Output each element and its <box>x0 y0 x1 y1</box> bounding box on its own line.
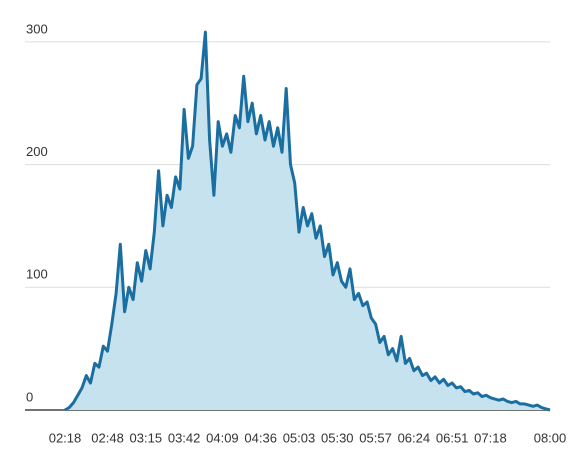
x-tick-label: 02:48 <box>91 430 124 445</box>
x-tick-label: 06:24 <box>398 430 431 445</box>
x-tick-label: 05:57 <box>359 430 392 445</box>
y-tick-label: 300 <box>26 21 48 36</box>
x-tick-label: 07:18 <box>474 430 507 445</box>
x-tick-label: 05:30 <box>321 430 354 445</box>
y-tick-label: 100 <box>26 267 48 282</box>
x-tick-label: 04:36 <box>244 430 277 445</box>
x-tick-label: 08:00 <box>534 430 567 445</box>
x-tick-label: 04:09 <box>206 430 239 445</box>
x-tick-label: 06:51 <box>436 430 469 445</box>
line <box>64 30 551 412</box>
x-tick-label: 03:15 <box>130 430 163 445</box>
y-tick-label: 200 <box>26 144 48 159</box>
y-tick-label: 0 <box>26 389 33 404</box>
x-tick-label: 03:42 <box>168 430 201 445</box>
x-tick-label: 02:18 <box>49 430 82 445</box>
x-tick-label: 05:03 <box>283 430 316 445</box>
area <box>65 32 550 410</box>
